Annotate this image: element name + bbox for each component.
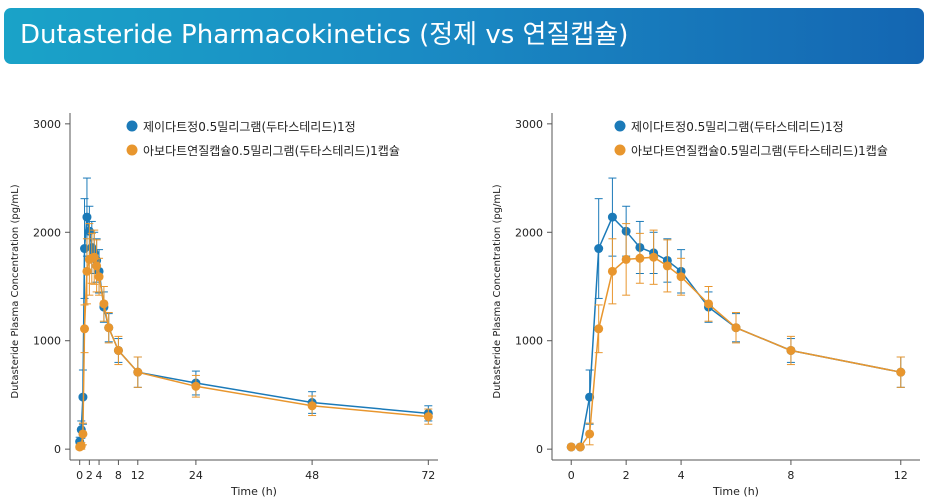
data-point: [94, 272, 104, 282]
data-point: [104, 323, 114, 333]
data-point: [133, 367, 143, 377]
legend-marker-tablet: [126, 120, 138, 132]
legend-marker-tablet: [614, 120, 626, 132]
data-point: [89, 252, 99, 262]
data-point: [80, 324, 90, 334]
legend-marker-capsule: [126, 144, 138, 156]
y-tick-label: 3000: [515, 118, 543, 131]
data-point: [896, 367, 906, 377]
y-tick-label: 0: [54, 443, 61, 456]
x-tick-label: 12: [894, 469, 908, 482]
x-tick-label: 12: [131, 469, 145, 482]
data-point: [649, 252, 659, 262]
data-point: [635, 253, 645, 263]
data-point: [594, 324, 604, 334]
series-capsule: [566, 223, 906, 452]
data-point: [731, 323, 741, 333]
y-tick-label: 1000: [33, 335, 61, 348]
data-point: [585, 429, 595, 439]
data-point: [594, 244, 604, 254]
y-tick-label: 3000: [33, 118, 61, 131]
data-point: [786, 345, 796, 355]
series-line: [571, 256, 901, 448]
y-tick-label: 2000: [515, 226, 543, 239]
y-tick-label: 1000: [515, 335, 543, 348]
y-axis-label: Dutasteride Plasma Concentration (pg/mL): [10, 184, 21, 398]
data-point: [76, 441, 86, 451]
y-axis-label: Dutasteride Plasma Concentration (pg/mL): [492, 184, 503, 398]
x-tick-label: 8: [115, 469, 122, 482]
data-point: [676, 272, 686, 282]
legend-label-capsule: 아보다트연질캡슐0.5밀리그램(두타스테리드)1캡슐: [631, 144, 888, 158]
y-tick-label: 0: [536, 443, 543, 456]
x-tick-label: 4: [678, 469, 685, 482]
data-point: [92, 261, 102, 271]
legend-label-tablet: 제이다트정0.5밀리그램(두타스테리드)1정: [143, 120, 356, 134]
data-point: [99, 299, 109, 309]
page-title: Dutasteride Pharmacokinetics (정제 vs 연질캡슐…: [20, 20, 629, 50]
x-tick-label: 72: [421, 469, 435, 482]
data-point: [423, 412, 433, 422]
x-axis-label: Time (h): [230, 485, 277, 498]
data-point: [704, 299, 714, 309]
y-tick-label: 2000: [33, 226, 61, 239]
x-tick-label: 4: [96, 469, 103, 482]
data-point: [607, 212, 617, 222]
data-point: [621, 254, 631, 264]
title-banner: Dutasteride Pharmacokinetics (정제 vs 연질캡슐…: [4, 8, 924, 64]
x-tick-label: 24: [189, 469, 203, 482]
series-capsule: [75, 223, 433, 452]
data-point: [191, 381, 201, 391]
data-point: [566, 442, 576, 452]
data-point: [78, 429, 88, 439]
x-tick-label: 48: [305, 469, 319, 482]
data-point: [662, 261, 672, 271]
x-tick-label: 0: [76, 469, 83, 482]
x-axis-label: Time (h): [712, 485, 759, 498]
legend-marker-capsule: [614, 144, 626, 156]
data-point: [307, 401, 317, 411]
x-tick-label: 2: [86, 469, 93, 482]
legend-label-capsule: 아보다트연질캡슐0.5밀리그램(두타스테리드)1캡슐: [143, 144, 400, 158]
data-point: [82, 212, 92, 222]
legend-label-tablet: 제이다트정0.5밀리그램(두타스테리드)1정: [631, 120, 844, 134]
data-point: [607, 266, 617, 276]
data-point: [575, 442, 585, 452]
x-tick-label: 0: [568, 469, 575, 482]
data-point: [82, 266, 92, 276]
x-tick-label: 8: [787, 469, 794, 482]
data-point: [113, 345, 123, 355]
x-tick-label: 2: [623, 469, 630, 482]
